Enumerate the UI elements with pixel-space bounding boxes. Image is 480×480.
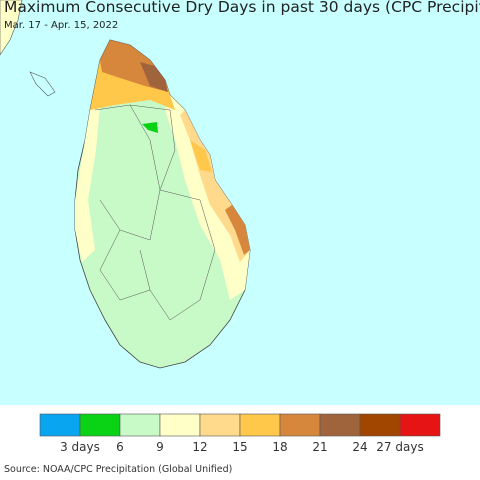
legend-swatch xyxy=(359,413,401,437)
sea xyxy=(0,0,480,405)
legend-label: 21 xyxy=(312,440,327,454)
island xyxy=(74,39,251,369)
legend-label: 27 days xyxy=(376,440,423,454)
legend-swatch xyxy=(159,413,201,437)
district-borders xyxy=(94,104,216,321)
legend-swatch xyxy=(239,413,281,437)
legend-swatch xyxy=(199,413,241,437)
title: Maximum Consecutive Dry Days in past 30 … xyxy=(4,0,480,16)
legend-label: 24 xyxy=(352,440,367,454)
zone-21-east xyxy=(225,205,250,255)
legend-swatch xyxy=(79,413,121,437)
legend-swatch xyxy=(39,413,81,437)
island-base xyxy=(74,39,251,369)
legend-label: 6 xyxy=(116,440,124,454)
legend-swatch xyxy=(119,413,161,437)
legend-swatch xyxy=(279,413,321,437)
legend-swatch xyxy=(399,413,441,437)
legend-label: 9 xyxy=(156,440,164,454)
legend-label: 15 xyxy=(232,440,247,454)
legend-label: 18 xyxy=(272,440,287,454)
source: Source: NOAA/CPC Precipitation (Global U… xyxy=(4,464,232,475)
zone-12 xyxy=(75,105,100,262)
subtitle: Mar. 17 - Apr. 15, 2022 xyxy=(4,20,118,31)
zone-18 xyxy=(190,140,212,172)
zone-24 xyxy=(140,62,168,92)
legend-label: 12 xyxy=(192,440,207,454)
legend-swatch xyxy=(319,413,361,437)
legend: 3 days 6 9 12 15 18 21 24 27 days xyxy=(39,413,441,454)
india-coast xyxy=(0,0,23,56)
zone-6 xyxy=(142,122,158,133)
legend-label: 3 days xyxy=(60,440,100,454)
islet xyxy=(29,71,56,97)
